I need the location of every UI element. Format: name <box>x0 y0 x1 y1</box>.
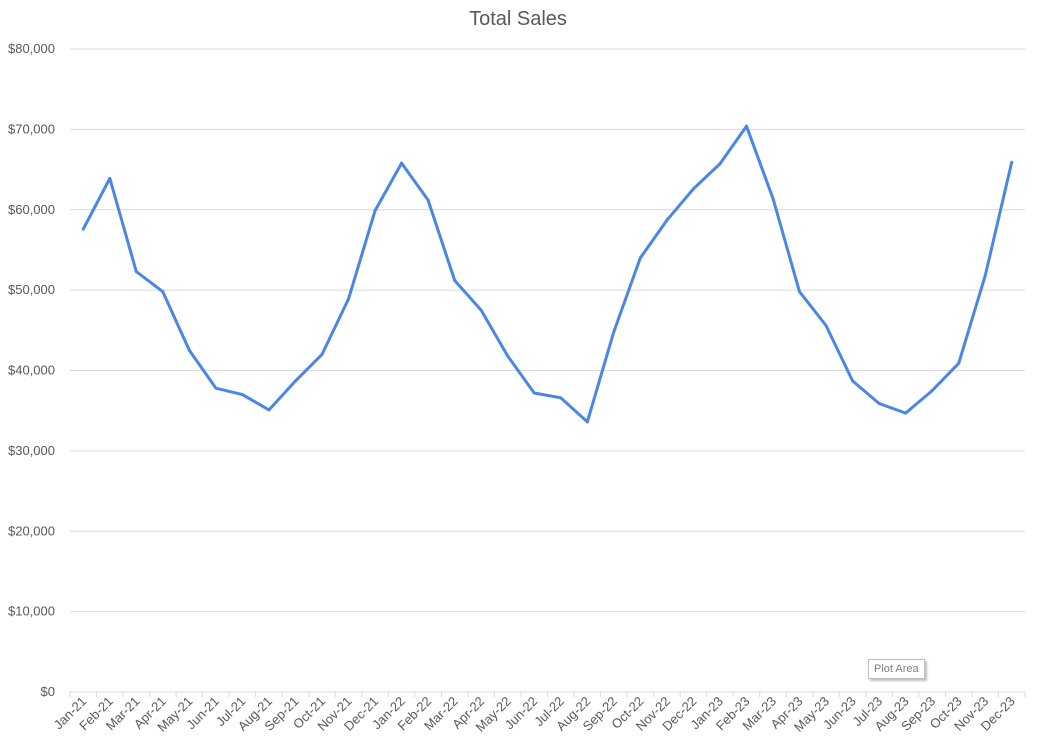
data-point[interactable] <box>240 393 244 397</box>
y-tick-label: $70,000 <box>8 121 55 136</box>
data-point[interactable] <box>293 379 297 383</box>
y-tick-label: $50,000 <box>8 282 55 297</box>
data-point[interactable] <box>983 274 987 278</box>
data-point[interactable] <box>81 227 85 231</box>
data-point[interactable] <box>612 330 616 334</box>
data-point[interactable] <box>320 352 324 356</box>
gridlines <box>70 48 1025 693</box>
x-axis: Jan-21Feb-21Mar-21Apr-21May-21Jun-21Jul-… <box>51 692 1026 735</box>
data-point[interactable] <box>957 361 961 365</box>
data-point[interactable] <box>532 391 536 395</box>
data-point[interactable] <box>824 323 828 327</box>
data-point[interactable] <box>851 379 855 383</box>
data-point[interactable] <box>426 198 430 202</box>
y-tick-label: $60,000 <box>8 202 55 217</box>
series-line[interactable] <box>81 124 1014 424</box>
data-point[interactable] <box>771 196 775 200</box>
plot-area-tooltip: Plot Area <box>868 659 925 679</box>
data-point[interactable] <box>400 161 404 165</box>
data-point[interactable] <box>506 354 510 358</box>
data-point[interactable] <box>691 187 695 191</box>
data-point[interactable] <box>347 297 351 301</box>
data-point[interactable] <box>559 396 563 400</box>
data-point[interactable] <box>638 256 642 260</box>
data-point[interactable] <box>665 218 669 222</box>
data-point[interactable] <box>718 162 722 166</box>
y-axis: $0 $10,000 $20,000 $30,000 $40,000 $50,000 $60… <box>8 41 55 699</box>
data-point[interactable] <box>479 308 483 312</box>
y-tick-label: $40,000 <box>8 363 55 378</box>
data-point[interactable] <box>161 290 165 294</box>
y-tick-label: $10,000 <box>8 604 55 619</box>
y-tick-label: $0 <box>41 684 55 699</box>
data-point[interactable] <box>744 124 748 128</box>
data-point[interactable] <box>798 290 802 294</box>
data-point[interactable] <box>1010 160 1014 164</box>
data-point[interactable] <box>214 386 218 390</box>
data-point[interactable] <box>108 176 112 180</box>
data-point[interactable] <box>134 270 138 274</box>
data-point[interactable] <box>373 209 377 213</box>
data-point[interactable] <box>930 389 934 393</box>
data-point[interactable] <box>877 401 881 405</box>
data-point[interactable] <box>585 420 589 424</box>
data-point[interactable] <box>267 408 271 412</box>
data-point[interactable] <box>187 348 191 352</box>
data-point[interactable] <box>904 411 908 415</box>
plot-area[interactable] <box>81 124 1014 424</box>
y-tick-label: $80,000 <box>8 41 55 56</box>
y-tick-label: $30,000 <box>8 443 55 458</box>
y-tick-label: $20,000 <box>8 523 55 538</box>
chart-title: Total Sales <box>469 8 567 30</box>
data-point[interactable] <box>453 278 457 282</box>
